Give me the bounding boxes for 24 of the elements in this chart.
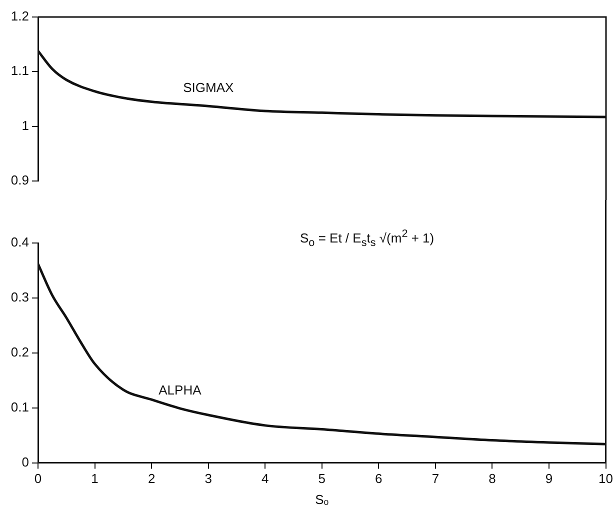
y-tick-label: 0.2 — [10, 344, 29, 360]
x-tick-label: 3 — [204, 471, 212, 486]
series-label: SIGMAX — [183, 80, 234, 96]
y-tick-label: 0.9 — [10, 172, 29, 188]
text: S$_{o}$ = Et / E$_{s}$t$_{s}$ √(m$^{2}$ + 1) — [300, 228, 434, 249]
x-tick-label: 8 — [488, 471, 496, 486]
x-tick-label: 6 — [375, 471, 382, 486]
x-tick-label: 1 — [91, 471, 98, 486]
x-axis-title: Sₒ — [315, 492, 329, 507]
y-tick-label: 0.3 — [10, 290, 29, 305]
x-tick-label: 2 — [148, 471, 156, 486]
x-tick-label: 9 — [545, 471, 553, 486]
y-tick-label: 0.1 — [10, 399, 29, 414]
y-tick-label: 0.4 — [10, 234, 29, 250]
y-tick-label: 1.1 — [10, 63, 29, 78]
y-tick-label: 0 — [22, 454, 29, 470]
series-label: ALPHA — [158, 382, 202, 398]
x-tick-label: 7 — [432, 471, 440, 486]
x-tick-label: 5 — [318, 471, 326, 486]
y-tick-label: 1.2 — [10, 8, 29, 24]
x-tick-label: 0 — [34, 471, 42, 486]
x-tick-label: 10 — [598, 471, 614, 486]
y-tick-label: 1 — [22, 118, 29, 133]
x-tick-label: 4 — [261, 471, 269, 486]
